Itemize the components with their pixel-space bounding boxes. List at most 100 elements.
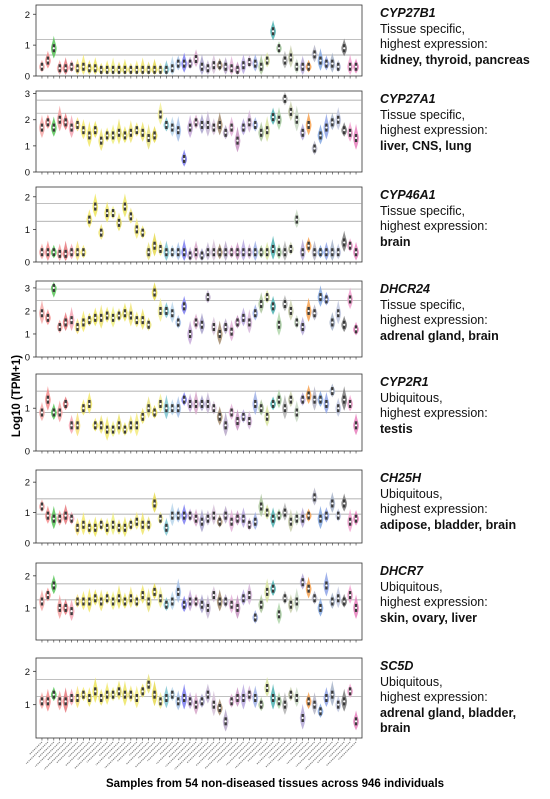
violin-median <box>141 690 144 693</box>
tissue-name-mark <box>159 741 173 756</box>
violin-median <box>295 321 298 324</box>
violin-median <box>141 231 144 234</box>
violin-median <box>129 424 132 427</box>
violin-median <box>354 251 358 254</box>
violin-median <box>206 693 209 696</box>
violin-median <box>58 252 61 255</box>
violin-median <box>206 296 209 299</box>
violin-median <box>218 706 221 710</box>
violin-median <box>218 415 221 418</box>
violin-median <box>313 597 316 600</box>
violin-median <box>224 424 227 427</box>
violin-median <box>271 402 275 406</box>
violin-median <box>254 251 257 254</box>
violin-median <box>159 597 162 600</box>
violin-median <box>325 514 328 517</box>
violin-median <box>171 693 174 696</box>
y-tick-label: 1 <box>25 141 30 152</box>
plot-frame <box>35 90 363 173</box>
violin-median <box>295 65 298 68</box>
gene-line1: Ubiquitous, <box>380 486 443 501</box>
violin-median <box>189 62 192 65</box>
violin-median <box>200 700 204 703</box>
violin-median <box>200 520 204 523</box>
violin-median <box>171 312 174 315</box>
violin-median <box>183 62 186 65</box>
violin-median <box>94 597 97 600</box>
violin-median <box>230 251 233 254</box>
violin-median <box>266 251 269 254</box>
violin-median <box>271 696 275 700</box>
violin-median <box>194 321 198 324</box>
violin-median <box>260 131 263 134</box>
tissue-name-mark <box>298 741 315 758</box>
violin-median <box>40 126 44 129</box>
violin-median <box>349 131 352 134</box>
violin-median <box>70 251 73 254</box>
plot-frame <box>35 4 363 77</box>
violin-median <box>242 251 245 254</box>
tissue-name-mark <box>95 741 120 766</box>
violin-median <box>141 319 144 322</box>
violin-median <box>58 325 61 329</box>
violin-median <box>165 603 168 606</box>
y-tick-label: 0 <box>25 168 30 179</box>
violin-median <box>230 603 233 606</box>
violin-median <box>325 402 328 406</box>
violin-median <box>337 312 340 315</box>
tissue-name-mark <box>204 741 233 770</box>
violin-median <box>200 65 204 68</box>
tissue-name-mark <box>256 741 280 765</box>
gene-highlight: testis <box>380 421 413 436</box>
violin-median <box>337 251 340 254</box>
violin-median <box>46 251 49 254</box>
violin-median <box>64 606 67 610</box>
violin-median <box>52 47 55 50</box>
violin-median <box>159 402 162 406</box>
violin-median <box>94 526 97 529</box>
violin-median <box>277 398 281 401</box>
violin-median <box>212 325 215 329</box>
violin-median <box>100 523 103 526</box>
violin-median <box>159 68 162 71</box>
violin-median <box>88 600 91 603</box>
violin-median <box>301 398 304 401</box>
violin-median <box>266 511 269 514</box>
violin-median <box>70 126 73 129</box>
violin-median <box>307 394 310 397</box>
violin-median <box>111 68 115 71</box>
violin-median <box>147 251 150 254</box>
violin-median <box>313 251 316 254</box>
gene-gene: SC5D <box>380 659 414 673</box>
y-axis-label: Log10 (TPM+1) <box>11 354 23 438</box>
violin-median <box>283 597 287 600</box>
plot-frame <box>35 186 363 263</box>
violin-median <box>212 703 215 706</box>
violin-median <box>46 700 49 703</box>
violin-median <box>242 597 245 600</box>
violin-median <box>283 97 287 100</box>
violin-median <box>135 319 138 322</box>
violin-median <box>301 325 304 329</box>
violin-median <box>189 402 192 406</box>
violin-median <box>206 251 209 254</box>
y-tick-label: 3 <box>25 89 30 100</box>
violin-median <box>111 134 115 137</box>
violin-median <box>147 683 150 686</box>
tissue-name-mark <box>56 741 78 764</box>
violin-median <box>129 131 132 134</box>
violin-median <box>200 402 204 406</box>
violin-median <box>260 407 263 410</box>
violin-median <box>123 600 127 603</box>
violin-median <box>224 720 227 723</box>
gene-gene: CYP27A1 <box>380 92 436 106</box>
violin-median <box>76 251 79 254</box>
violin-median <box>165 696 168 700</box>
violin-median <box>171 407 174 410</box>
violin-median <box>301 716 304 720</box>
violin-median <box>129 68 132 71</box>
violin-median <box>40 312 44 315</box>
gene-highlight: adrenal gland, brain <box>380 328 499 343</box>
tissue-name-mark <box>229 741 244 757</box>
violin-median <box>70 319 73 322</box>
